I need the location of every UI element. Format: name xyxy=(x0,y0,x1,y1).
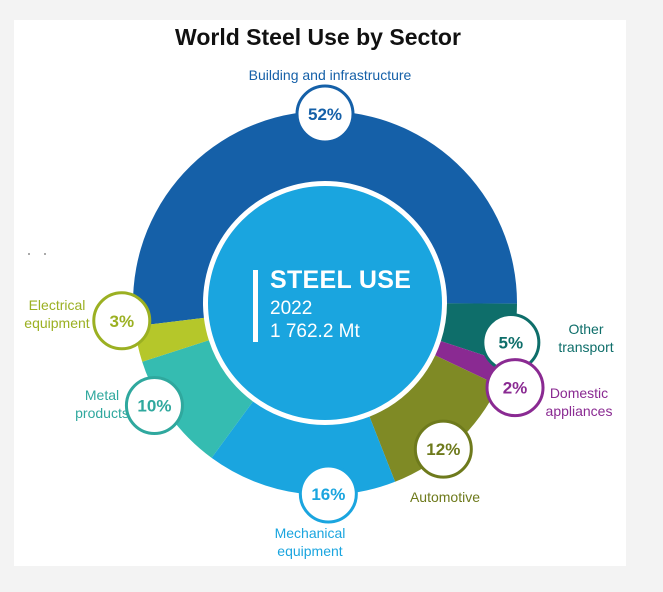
value-label: 3% xyxy=(109,312,134,331)
slice-building-and-infrastructure xyxy=(133,111,517,327)
value-bubble-automotive: 12% xyxy=(413,419,473,479)
slice-label-electrical-equipment: Electrical equipment xyxy=(24,297,90,331)
value-bubble-circle xyxy=(298,464,358,524)
stray-dot xyxy=(28,253,30,255)
value-bubbles: 52% 5% 2% 12% 16% 10% 3% xyxy=(92,84,545,524)
slice-label-other-transport: Other transport xyxy=(558,321,614,355)
slice-label-automotive: Automotive xyxy=(409,489,481,505)
value-label: 10% xyxy=(137,396,171,415)
center-year: 2022 xyxy=(270,298,313,319)
slice-label-mechanical-equipment: Mechanical equipment xyxy=(274,525,346,559)
value-bubble-mechanical-equipment: 16% xyxy=(298,464,358,524)
value-label: 5% xyxy=(499,334,524,353)
slice-automotive xyxy=(369,355,499,482)
donut-ring xyxy=(133,111,517,495)
slice-mechanical-equipment xyxy=(211,401,396,495)
value-bubble-metal-products: 10% xyxy=(124,375,184,435)
slice-label-building: Building and infrastructure xyxy=(248,67,412,83)
value-bubble-circle xyxy=(92,291,152,351)
slice-label-domestic-appliances: Domestic appliances xyxy=(545,385,613,419)
slice-electrical-equipment xyxy=(134,317,209,362)
value-bubble-building-and-infrastructure: 52% xyxy=(295,84,355,144)
value-label: 2% xyxy=(503,379,528,398)
value-bubble-circle xyxy=(485,358,545,418)
center-total: 1 762.2 Mt xyxy=(270,321,360,342)
center-accent-bar xyxy=(253,270,258,342)
value-bubble-circle xyxy=(413,419,473,479)
chart-title: World Steel Use by Sector xyxy=(175,24,461,50)
value-label: 12% xyxy=(426,440,460,459)
slice-label-metal-products: Metal products xyxy=(75,387,129,421)
value-bubble-domestic-appliances: 2% xyxy=(485,358,545,418)
value-label: 52% xyxy=(308,105,342,124)
center-heading: STEEL USE xyxy=(270,266,412,294)
value-label: 16% xyxy=(311,485,345,504)
value-bubble-circle xyxy=(295,84,355,144)
slice-metal-products xyxy=(142,340,253,458)
stray-dot xyxy=(44,253,46,255)
center-disc xyxy=(202,180,448,426)
value-bubble-electrical-equipment: 3% xyxy=(92,291,152,351)
value-bubble-circle xyxy=(124,375,184,435)
